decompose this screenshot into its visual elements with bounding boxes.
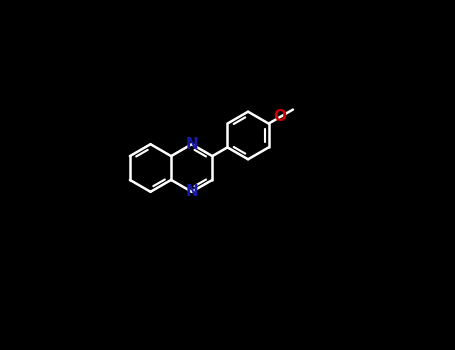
Text: N: N [185,137,198,152]
Text: O: O [273,110,287,125]
Text: N: N [185,184,198,199]
